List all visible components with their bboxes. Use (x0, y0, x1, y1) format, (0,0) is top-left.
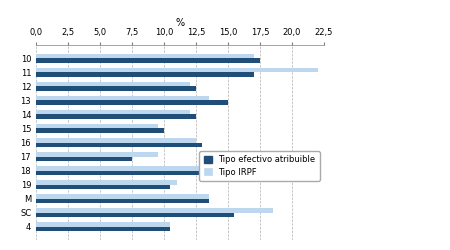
Bar (36, 184, 171, 189)
Bar (36, 100, 228, 105)
Bar (36, 114, 196, 119)
Bar (36, 138, 196, 142)
Bar (36, 142, 202, 147)
Bar (36, 208, 273, 212)
Bar (36, 170, 286, 175)
Bar (36, 72, 254, 77)
Bar (36, 110, 189, 114)
Bar (36, 54, 254, 58)
Bar (36, 227, 171, 231)
Title: Tributación de actividades económicas: Tributación de actividades económicas (52, 0, 308, 1)
Bar (36, 86, 196, 91)
Bar (36, 222, 171, 227)
Bar (36, 198, 209, 203)
Bar (36, 194, 209, 198)
X-axis label: %: % (176, 18, 184, 28)
Bar (36, 166, 279, 170)
Bar (36, 152, 158, 156)
Bar (36, 212, 234, 217)
Bar (36, 68, 318, 72)
Legend: Tipo efectivo atribuible, Tipo IRPF: Tipo efectivo atribuible, Tipo IRPF (199, 151, 320, 181)
Bar (36, 156, 132, 161)
Bar (36, 180, 177, 184)
Bar (36, 96, 209, 100)
Bar (36, 128, 164, 133)
Bar (36, 124, 158, 128)
Bar (36, 58, 260, 63)
Bar (36, 82, 189, 86)
